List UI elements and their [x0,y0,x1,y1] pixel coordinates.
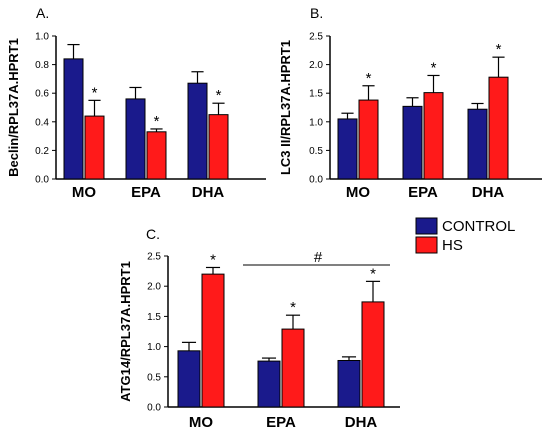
category-label: MO [72,184,96,201]
category-label: MO [189,414,213,431]
chart-panel-a: A. Beclin/RPL37A.HPRT1 0.0 0.2 0.4 0.6 0.8 1.0 *… [6,5,266,201]
y-axis-label: Beclin/RPL37A.HPRT1 [6,38,21,177]
hs-bar [423,92,444,180]
significance-star: * [431,59,437,76]
hs-bar [208,114,229,180]
panel-label: C. [146,226,160,242]
y-tick-label: 2.5 [147,252,161,263]
control-bar [402,105,423,180]
category-label: EPA [266,414,296,431]
hs-bar [281,328,305,408]
panel-label: A. [36,5,49,21]
y-tick-label: 1.5 [309,89,323,100]
hs-bar [488,76,509,180]
significance-star: * [370,265,376,282]
significance-star: * [210,251,216,268]
control-bar [63,58,84,180]
hs-bar [84,115,105,180]
legend-swatch [415,217,438,235]
hs-bar [361,301,385,408]
y-axis-label: LC3 II/RPL37A.HPRT1 [278,40,293,175]
y-tick-label: 1.5 [147,312,161,323]
chart-panels: A. Beclin/RPL37A.HPRT1 0.0 0.2 0.4 0.6 0.8 1.0 *… [6,5,542,431]
legend-label: CONTROL [442,218,515,235]
y-tick-label: 2.0 [147,282,161,293]
y-tick-label: 0.5 [147,372,161,383]
category-label: DHA [345,414,378,431]
legend-swatch [415,236,438,254]
category-label: EPA [131,184,161,201]
category-label: DHA [192,184,225,201]
control-bar [177,350,201,408]
chart-panel-c: C. ATG14/RPL37A.HPRT1 0.0 0.5 1.0 1.5 2.0 2.5 * M… [118,226,400,431]
control-bar [337,359,361,408]
category-label: DHA [472,184,505,201]
y-tick-label: 0.2 [35,146,49,157]
y-tick-label: 0.0 [309,175,323,186]
control-bar [467,108,488,180]
significance-star: * [92,84,98,101]
significance-star: * [290,299,296,316]
y-axis-label: ATG14/RPL37A.HPRT1 [118,261,133,402]
y-tick-label: 0.0 [147,403,161,414]
legend: CONTROL HS [415,217,515,254]
y-tick-label: 0.4 [35,117,49,128]
hs-bar [358,99,379,180]
y-tick-label: 2.0 [309,60,323,71]
y-tick-label: 0.0 [35,175,49,186]
chart-panel-b: B. LC3 II/RPL37A.HPRT1 0.0 0.5 1.0 1.5 2.0 2.5 *… [278,5,542,201]
category-label: EPA [408,184,438,201]
significance-star: * [496,41,502,58]
control-bar [187,82,208,180]
y-tick-label: 2.5 [309,32,323,43]
y-tick-label: 0.5 [309,146,323,157]
control-bar [337,118,358,180]
y-tick-label: 1.0 [309,117,323,128]
bracket-symbol: # [314,249,323,266]
category-label: MO [346,184,370,201]
significance-star: * [216,87,222,104]
legend-label: HS [442,237,463,254]
control-bar [125,98,146,180]
panel-label: B. [310,5,323,21]
significance-star: * [366,70,372,87]
y-tick-label: 1.0 [147,342,161,353]
significance-star: * [154,113,160,130]
hs-bar [201,273,225,408]
hs-bar [146,131,167,180]
y-tick-label: 0.8 [35,60,49,71]
y-tick-label: 1.0 [35,32,49,43]
y-tick-label: 0.6 [35,89,49,100]
control-bar [257,360,281,408]
